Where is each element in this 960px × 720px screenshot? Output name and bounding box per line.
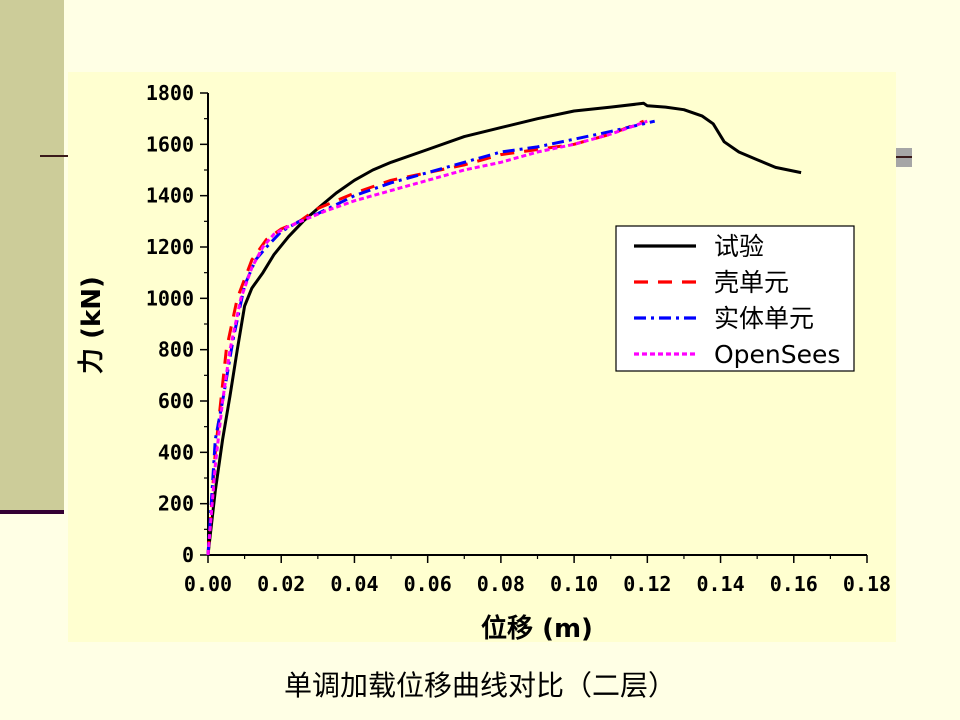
left-decor-rule-bottom bbox=[0, 510, 64, 514]
x-tick-label: 0.10 bbox=[550, 572, 598, 596]
y-tick-label: 400 bbox=[158, 440, 194, 464]
legend-label: 壳单元 bbox=[714, 268, 789, 297]
x-tick-label: 0.14 bbox=[696, 572, 744, 596]
y-tick-label: 1200 bbox=[146, 235, 194, 259]
y-tick-label: 1400 bbox=[146, 184, 194, 208]
y-tick-label: 1600 bbox=[146, 132, 194, 156]
x-tick-label: 0.18 bbox=[843, 572, 891, 596]
y-tick-label: 600 bbox=[158, 389, 194, 413]
x-tick-label: 0.08 bbox=[477, 572, 525, 596]
legend-label: 实体单元 bbox=[714, 304, 814, 333]
y-tick-label: 1000 bbox=[146, 286, 194, 310]
series-line-3 bbox=[206, 119, 656, 556]
chart-axes: 0.00 0.02 0.04 0.06 0.08 0.10 0.12 0.14 0.16 0.18… bbox=[146, 81, 891, 596]
x-tick-label: 0.02 bbox=[257, 572, 305, 596]
legend-label: 试验 bbox=[714, 232, 764, 261]
y-tick-label: 200 bbox=[158, 492, 194, 516]
y-axis-label: 力 (kN) bbox=[77, 276, 107, 374]
x-tick-label: 0.04 bbox=[330, 572, 378, 596]
x-axis-label: 位移 (m) bbox=[481, 613, 593, 644]
series-line-4 bbox=[206, 119, 648, 556]
series-line-1 bbox=[206, 101, 802, 556]
left-decor-band bbox=[0, 0, 64, 514]
x-tick-label: 0.16 bbox=[770, 572, 818, 596]
y-tick-label: 800 bbox=[158, 338, 194, 362]
right-decor-rule bbox=[896, 156, 912, 158]
chart-caption: 单调加载位移曲线对比（二层） bbox=[283, 669, 676, 702]
x-tick-label: 0.06 bbox=[404, 572, 452, 596]
legend-box bbox=[615, 225, 855, 372]
series-line-2 bbox=[206, 119, 645, 556]
y-tick-label: 0 bbox=[182, 543, 194, 567]
x-tick-label: 0.12 bbox=[623, 572, 671, 596]
left-decor-rule-top bbox=[40, 155, 70, 157]
chart-series bbox=[206, 101, 802, 556]
y-tick-label: 1800 bbox=[146, 81, 194, 105]
x-tick-label: 0.00 bbox=[184, 572, 232, 596]
legend-label: OpenSees bbox=[714, 340, 840, 369]
